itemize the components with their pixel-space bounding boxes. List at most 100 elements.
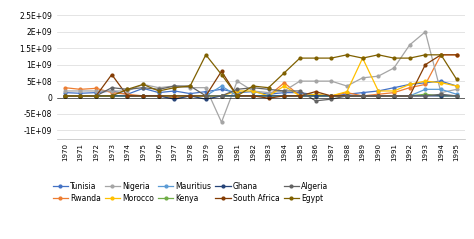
Egypt (422, 53, 428, 56)
Tunisia (282, 91, 287, 94)
Nigeria (344, 85, 350, 87)
South Africa (282, 94, 287, 97)
Nigeria (109, 90, 115, 92)
Rwanda (125, 93, 130, 96)
Kenya (454, 94, 459, 97)
Mauritius (313, 94, 319, 97)
Mauritius (250, 94, 255, 97)
Tunisia (219, 88, 224, 91)
Tunisia (93, 91, 99, 94)
Mauritius (93, 94, 99, 97)
Mauritius (140, 94, 146, 97)
Kenya (266, 94, 272, 97)
South Africa (62, 94, 68, 97)
Morocco (297, 94, 303, 97)
Egypt (266, 86, 272, 89)
Rwanda (297, 94, 303, 97)
Tunisia (407, 83, 412, 86)
Morocco (125, 94, 130, 97)
Nigeria (219, 121, 224, 124)
Algeria (109, 86, 115, 89)
South Africa (422, 63, 428, 66)
Mauritius (344, 94, 350, 97)
Kenya (109, 94, 115, 97)
Rwanda (140, 94, 146, 97)
Mauritius (78, 94, 83, 97)
Rwanda (250, 94, 255, 97)
Kenya (93, 94, 99, 97)
Kenya (203, 94, 209, 97)
Nigeria (375, 75, 381, 78)
Tunisia (266, 93, 272, 96)
Ghana (438, 94, 444, 97)
Mauritius (375, 94, 381, 97)
Algeria (187, 85, 193, 87)
Rwanda (375, 93, 381, 96)
Morocco (360, 57, 365, 60)
Ghana (219, 94, 224, 97)
Kenya (391, 94, 397, 97)
South Africa (234, 94, 240, 97)
Morocco (422, 80, 428, 82)
Morocco (391, 90, 397, 92)
Morocco (219, 94, 224, 97)
Algeria (344, 94, 350, 97)
Ghana (62, 94, 68, 97)
Tunisia (109, 90, 115, 92)
Rwanda (93, 87, 99, 90)
Kenya (344, 94, 350, 97)
Nigeria (266, 91, 272, 94)
Kenya (328, 94, 334, 97)
Line: Ghana: Ghana (64, 94, 458, 101)
Rwanda (187, 94, 193, 97)
Ghana (422, 94, 428, 97)
Tunisia (187, 92, 193, 95)
Rwanda (156, 94, 162, 97)
Kenya (187, 94, 193, 97)
Line: Mauritius: Mauritius (64, 85, 458, 97)
Morocco (282, 85, 287, 87)
South Africa (391, 94, 397, 97)
Egypt (282, 71, 287, 74)
Nigeria (62, 90, 68, 92)
Nigeria (78, 90, 83, 92)
Algeria (62, 94, 68, 97)
Tunisia (375, 90, 381, 92)
Morocco (156, 94, 162, 97)
Nigeria (140, 83, 146, 86)
Mauritius (454, 93, 459, 96)
Algeria (422, 94, 428, 97)
Nigeria (297, 80, 303, 82)
Egypt (125, 88, 130, 91)
Mauritius (328, 94, 334, 97)
Legend: Tunisia, Rwanda, Nigeria, Morocco, Mauritius, Kenya, Ghana, South Africa, Algeri: Tunisia, Rwanda, Nigeria, Morocco, Mauri… (53, 182, 328, 203)
Egypt (407, 57, 412, 60)
Ghana (78, 94, 83, 97)
Morocco (375, 90, 381, 92)
Mauritius (156, 94, 162, 97)
Ghana (187, 94, 193, 97)
Rwanda (407, 86, 412, 89)
Nigeria (407, 43, 412, 46)
Rwanda (360, 94, 365, 97)
Mauritius (62, 94, 68, 97)
Rwanda (344, 91, 350, 94)
Mauritius (125, 94, 130, 97)
Egypt (203, 53, 209, 56)
Algeria (234, 88, 240, 91)
Kenya (422, 93, 428, 96)
Tunisia (172, 90, 177, 92)
Line: Nigeria: Nigeria (64, 30, 458, 124)
Nigeria (454, 88, 459, 91)
Rwanda (438, 53, 444, 56)
South Africa (172, 94, 177, 97)
Algeria (438, 93, 444, 96)
Line: South Africa: South Africa (64, 54, 458, 100)
Morocco (172, 94, 177, 97)
Morocco (62, 94, 68, 97)
Nigeria (313, 80, 319, 82)
South Africa (219, 70, 224, 73)
Mauritius (109, 94, 115, 97)
South Africa (266, 97, 272, 100)
Nigeria (438, 91, 444, 94)
